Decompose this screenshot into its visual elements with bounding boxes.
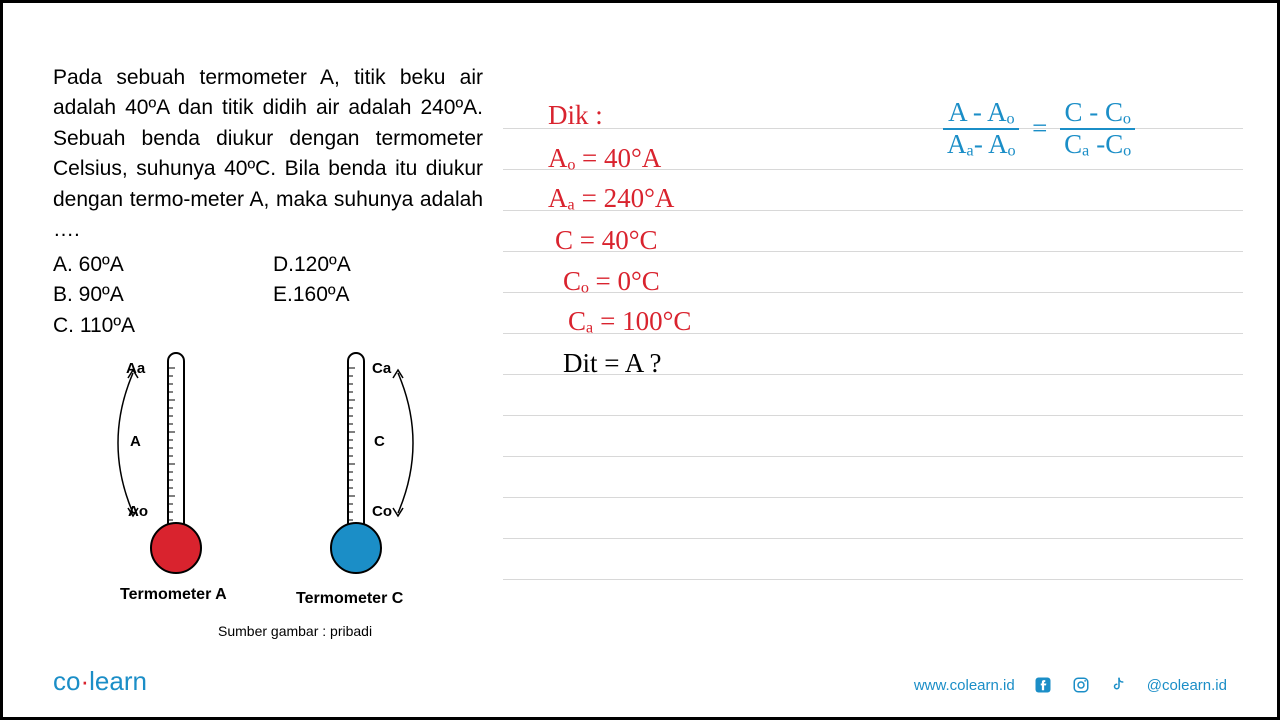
footer-right: www.colearn.id @colearn.id [914, 675, 1227, 695]
logo-co: co [53, 666, 80, 696]
thermometer-c [331, 353, 413, 573]
logo-learn: learn [89, 666, 147, 696]
question-text: Pada sebuah termometer A, titik beku air… [53, 63, 483, 246]
ao-value: Aₒ = 40°A [548, 143, 661, 174]
logo: co·learn [53, 666, 147, 697]
label-a: A [130, 433, 141, 450]
dik-label: Dik : [548, 100, 603, 131]
option-b: B. 90ºA [53, 280, 273, 310]
name-thermo-a: Termometer A [120, 586, 227, 604]
dit-label: Dit = A ? [563, 348, 661, 379]
ca-value: Cₐ = 100°C [568, 306, 691, 337]
label-c: C [374, 433, 385, 450]
co-value: Cₒ = 0°C [563, 266, 660, 297]
aa-value: Aₐ = 240°A [548, 183, 674, 214]
label-ca: Ca [372, 360, 391, 377]
facebook-icon [1033, 675, 1053, 695]
option-d: D.120ºA [273, 250, 453, 280]
formula-den-right: Cₐ -Cₒ [1060, 130, 1135, 160]
thermometer-a [118, 353, 201, 573]
options-block: A. 60ºA D.120ºA B. 90ºA E.160ºA C. 110ºA [53, 250, 483, 341]
tiktok-icon [1109, 675, 1129, 695]
thermometers-diagram: Aa A Ao Ca C Co Termometer A Termometer … [68, 348, 468, 638]
formula-den-left: Aₐ- Aₒ [943, 130, 1019, 160]
formula-num-left: A - Aₒ [943, 98, 1019, 130]
footer-url: www.colearn.id [914, 677, 1015, 694]
label-ao: Ao [128, 503, 148, 520]
instagram-icon [1071, 675, 1091, 695]
label-aa: Aa [126, 360, 145, 377]
option-a: A. 60ºA [53, 250, 273, 280]
formula: A - Aₒ Aₐ- Aₒ = C - Cₒ Cₐ -Cₒ [943, 98, 1135, 159]
option-e: E.160ºA [273, 280, 453, 310]
logo-dot: · [80, 666, 89, 696]
source-text: Sumber gambar : pribadi [218, 623, 372, 639]
label-co: Co [372, 503, 392, 520]
formula-equals: = [1026, 113, 1053, 143]
formula-num-right: C - Cₒ [1060, 98, 1135, 130]
name-thermo-c: Termometer C [296, 590, 403, 608]
footer-handle: @colearn.id [1147, 677, 1227, 694]
question-block: Pada sebuah termometer A, titik beku air… [53, 63, 483, 341]
c-value: C = 40°C [555, 225, 658, 256]
option-c: C. 110ºA [53, 311, 273, 341]
